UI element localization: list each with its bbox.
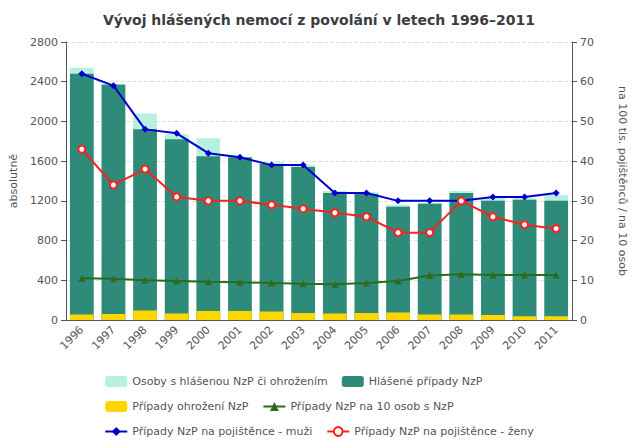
svg-text:30: 30: [580, 194, 594, 207]
svg-text:2000: 2000: [184, 323, 213, 352]
svg-text:400: 400: [37, 274, 58, 287]
svg-text:na 100 tis. pojištěnců / na 10: na 100 tis. pojištěnců / na 10 osob: [616, 86, 629, 276]
svg-text:2002: 2002: [247, 323, 276, 352]
svg-text:2011: 2011: [532, 323, 561, 352]
svg-text:Případy NzP na 10 osob s NzP: Případy NzP na 10 osob s NzP: [290, 400, 453, 413]
svg-text:Osoby s hlášenou NzP či ohrože: Osoby s hlášenou NzP či ohrožením: [132, 375, 328, 388]
svg-text:2005: 2005: [342, 323, 371, 352]
svg-text:40: 40: [580, 155, 594, 168]
svg-text:2009: 2009: [469, 323, 498, 352]
svg-text:1998: 1998: [121, 323, 150, 352]
svg-text:Hlášené případy NzP: Hlášené případy NzP: [369, 375, 483, 388]
svg-text:Případy ohrožení NzP: Případy ohrožení NzP: [132, 400, 249, 413]
svg-text:2007: 2007: [405, 323, 434, 352]
svg-text:1996: 1996: [57, 323, 86, 352]
svg-text:Případy NzP na pojištěnce - mu: Případy NzP na pojištěnce - muži: [132, 425, 312, 438]
svg-text:1997: 1997: [89, 323, 118, 352]
svg-text:2004: 2004: [310, 323, 339, 352]
svg-text:1600: 1600: [30, 155, 58, 168]
svg-text:2001: 2001: [216, 323, 245, 352]
svg-text:Vývoj hlášených nemocí z povol: Vývoj hlášených nemocí z povolání v lete…: [103, 12, 535, 28]
svg-text:Případy NzP na pojištěnce - že: Případy NzP na pojištěnce - ženy: [354, 425, 534, 438]
svg-text:2003: 2003: [279, 323, 308, 352]
svg-text:70: 70: [580, 36, 594, 49]
svg-text:2010: 2010: [500, 323, 529, 352]
svg-text:0: 0: [51, 314, 58, 327]
svg-text:2400: 2400: [30, 75, 58, 88]
svg-text:800: 800: [37, 234, 58, 247]
svg-text:50: 50: [580, 115, 594, 128]
svg-text:2000: 2000: [30, 115, 58, 128]
svg-text:20: 20: [580, 234, 594, 247]
svg-text:2006: 2006: [374, 323, 403, 352]
svg-text:2800: 2800: [30, 36, 58, 49]
svg-text:absolutně: absolutně: [7, 154, 20, 208]
svg-text:1200: 1200: [30, 194, 58, 207]
svg-text:60: 60: [580, 75, 594, 88]
svg-text:0: 0: [580, 314, 587, 327]
svg-text:2008: 2008: [437, 323, 466, 352]
svg-text:10: 10: [580, 274, 594, 287]
svg-text:1999: 1999: [152, 323, 181, 352]
